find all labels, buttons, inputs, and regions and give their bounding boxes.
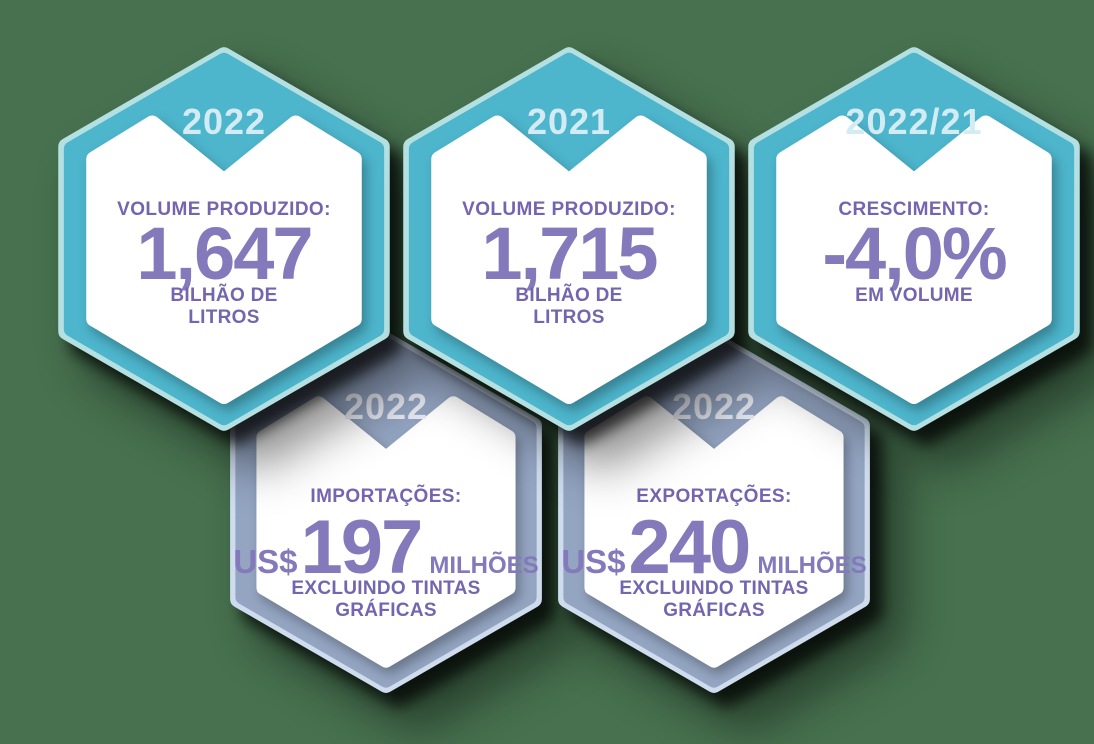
currency-prefix: US$: [561, 543, 626, 580]
card-label: VOLUME PRODUZIDO:: [462, 199, 676, 220]
card-value: -4,0%: [822, 212, 1007, 295]
card-value-row: US$ 197 MILHÕES: [228, 510, 544, 586]
hexagon-shape: [558, 332, 870, 693]
value-unit: MILHÕES: [757, 552, 867, 579]
card-caption: EM VOLUME: [746, 285, 1082, 307]
card-caption: BILHÃO DE LITROS: [401, 285, 737, 329]
card-year: 2021: [526, 101, 612, 142]
hexagon-shape: [230, 332, 542, 693]
hexagon-shape: [58, 47, 390, 431]
caption-line-1: EXCLUINDO TINTAS: [619, 578, 809, 599]
card-volume-2021: 2021 VOLUME PRODUZIDO: 1,715 BILHÃO DE L…: [401, 45, 737, 433]
card-caption: BILHÃO DE LITROS: [56, 285, 392, 329]
caption-line-1: BILHÃO DE: [170, 285, 278, 306]
caption-line-2: LITROS: [188, 307, 260, 328]
currency-prefix: US$: [233, 543, 298, 580]
card-label: IMPORTAÇÕES:: [310, 486, 462, 507]
card-value: 197: [300, 505, 424, 590]
card-caption: EXCLUINDO TINTAS GRÁFICAS: [556, 578, 872, 622]
caption-line-2: GRÁFICAS: [663, 600, 765, 621]
card-year: 2022: [343, 386, 429, 427]
card-label: EXPORTAÇÕES:: [636, 486, 792, 507]
card-year: 2022: [671, 386, 757, 427]
card-label: VOLUME PRODUZIDO:: [117, 199, 331, 220]
card-value: 1,647: [136, 212, 313, 295]
value-unit: MILHÕES: [429, 552, 539, 579]
caption-line-1: EM VOLUME: [855, 285, 973, 306]
card-value-row: US$ 240 MILHÕES: [556, 510, 872, 586]
card-value: 240: [628, 505, 752, 590]
card-exports-2022: 2022 EXPORTAÇÕES: US$ 240 MILHÕES EXCLUI…: [556, 330, 872, 695]
card-label: CRESCIMENTO:: [838, 199, 990, 220]
card-year: 2022/21: [845, 101, 983, 142]
card-value: 1,715: [481, 212, 658, 295]
hexagon-shape: [748, 47, 1080, 431]
card-volume-2022: 2022 VOLUME PRODUZIDO: 1,647 BILHÃO DE L…: [56, 45, 392, 433]
card-imports-2022: 2022 IMPORTAÇÕES: US$ 197 MILHÕES EXCLUI…: [228, 330, 544, 695]
card-year: 2022: [181, 101, 267, 142]
card-caption: EXCLUINDO TINTAS GRÁFICAS: [228, 578, 544, 622]
caption-line-1: EXCLUINDO TINTAS: [291, 578, 481, 599]
card-growth-2022-21: 2022/21 CRESCIMENTO: -4,0% EM VOLUME: [746, 45, 1082, 433]
caption-line-2: LITROS: [533, 307, 605, 328]
caption-line-1: BILHÃO DE: [515, 285, 623, 306]
caption-line-2: GRÁFICAS: [335, 600, 437, 621]
hexagon-shape: [403, 47, 735, 431]
